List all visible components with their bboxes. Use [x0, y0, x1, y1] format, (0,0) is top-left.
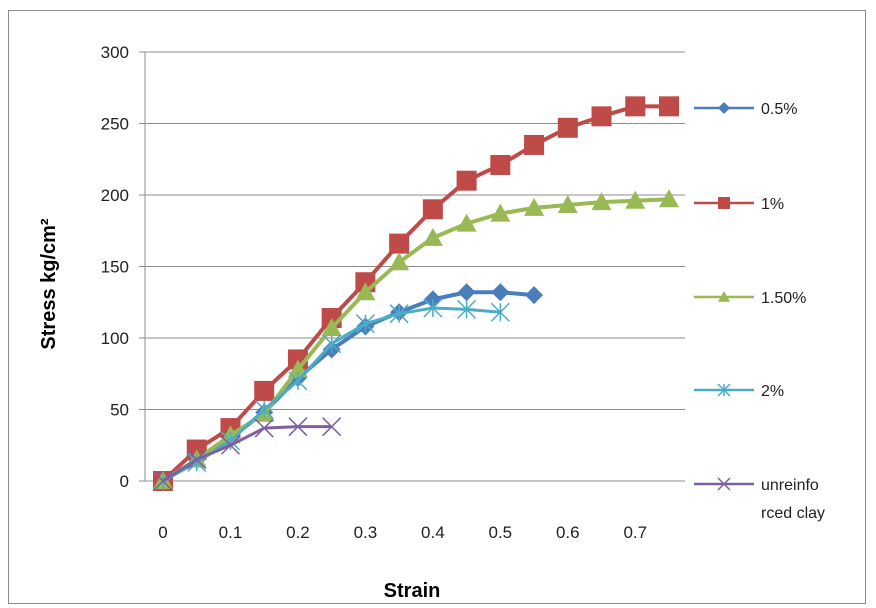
y-tick-label: 300	[101, 43, 129, 62]
y-tick-label: 100	[101, 329, 129, 348]
data-point	[524, 197, 545, 216]
data-point	[591, 106, 612, 127]
data-point	[322, 417, 342, 437]
series-0	[154, 283, 544, 490]
data-point	[153, 471, 173, 491]
x-axis-title: Strain	[384, 580, 441, 602]
data-point	[659, 96, 679, 117]
x-tick-label: 0.1	[219, 523, 243, 542]
axis-layer: 0 50 100 150 200 250 300 0 0.1 0.2 0.3 0.4 0.5 0.6 0.7	[101, 43, 647, 542]
data-point	[389, 304, 409, 324]
data-point	[717, 383, 731, 397]
legend-label: 2%	[761, 383, 784, 400]
data-point	[422, 199, 443, 220]
data-point	[288, 371, 308, 391]
data-point	[557, 117, 578, 138]
data-point	[389, 252, 410, 271]
y-tick-label: 250	[101, 115, 129, 134]
legend-label: rced clay	[761, 505, 825, 522]
data-point	[659, 189, 679, 208]
data-point	[254, 380, 275, 401]
x-tick-label: 0	[158, 523, 167, 542]
y-tick-label: 200	[101, 186, 129, 205]
stress-strain-chart: 0 50 100 150 200 250 300 0 0.1 0.2 0.3 0.4 0.5 0.6 0.7…	[38, 43, 825, 602]
data-point	[355, 314, 375, 334]
legend-item	[694, 383, 754, 397]
data-point	[625, 96, 646, 117]
grid-layer	[145, 51, 685, 482]
data-point	[322, 334, 342, 354]
data-point	[591, 192, 612, 211]
y-tick-label: 150	[101, 258, 129, 277]
data-point	[525, 286, 544, 305]
x-tick-label: 0.4	[421, 523, 445, 542]
x-tick-label: 0.2	[286, 523, 310, 542]
data-point	[524, 134, 545, 155]
data-point	[718, 102, 730, 114]
data-point	[491, 283, 510, 302]
data-point	[220, 435, 240, 455]
x-tick-label: 0.5	[489, 523, 513, 542]
data-point	[456, 170, 477, 191]
series-line	[162, 425, 332, 483]
data-point	[187, 450, 207, 470]
data-point	[457, 283, 476, 302]
series-4	[153, 417, 342, 491]
x-tick-label: 0.7	[623, 523, 647, 542]
data-point	[490, 154, 511, 175]
y-tick-label: 0	[120, 472, 129, 491]
legend-label: unreinfo	[761, 477, 819, 494]
legend-label: 0.5%	[761, 101, 797, 118]
series-line	[161, 104, 669, 483]
legend-item	[694, 477, 754, 491]
chart-frame: 0 50 100 150 200 250 300 0 0.1 0.2 0.3 0.4 0.5 0.6 0.7…	[8, 10, 866, 604]
x-tick-label: 0.3	[354, 523, 378, 542]
data-point	[321, 317, 342, 336]
legend-label: 1%	[761, 196, 784, 213]
data-point	[717, 477, 731, 491]
data-point	[718, 197, 730, 209]
y-axis-title: Stress kg/cm²	[38, 218, 60, 350]
data-point	[718, 291, 730, 302]
data-point	[288, 417, 308, 437]
data-point	[456, 213, 477, 232]
legend-label: 1.50%	[761, 290, 806, 307]
data-point	[355, 282, 376, 301]
data-point	[254, 418, 274, 438]
data-point	[490, 302, 510, 322]
y-tick-label: 50	[110, 401, 129, 420]
series-3	[153, 298, 510, 491]
series-layer	[153, 96, 679, 491]
series-line	[161, 290, 535, 483]
data-point	[423, 298, 443, 318]
data-point	[389, 233, 410, 254]
data-point	[254, 399, 274, 420]
series-line	[161, 197, 670, 483]
data-point	[557, 195, 578, 214]
series-1	[153, 96, 679, 491]
data-point	[625, 190, 646, 209]
data-point	[422, 227, 443, 246]
x-tick-label: 0.6	[556, 523, 580, 542]
legend: 0.5% 1% 1.50% 2% unreinfo rced clay	[694, 101, 825, 522]
data-point	[457, 299, 477, 319]
legend-item	[694, 291, 754, 302]
legend-item	[694, 197, 754, 209]
data-point	[287, 359, 308, 378]
data-point	[490, 203, 511, 222]
legend-item	[694, 102, 754, 114]
